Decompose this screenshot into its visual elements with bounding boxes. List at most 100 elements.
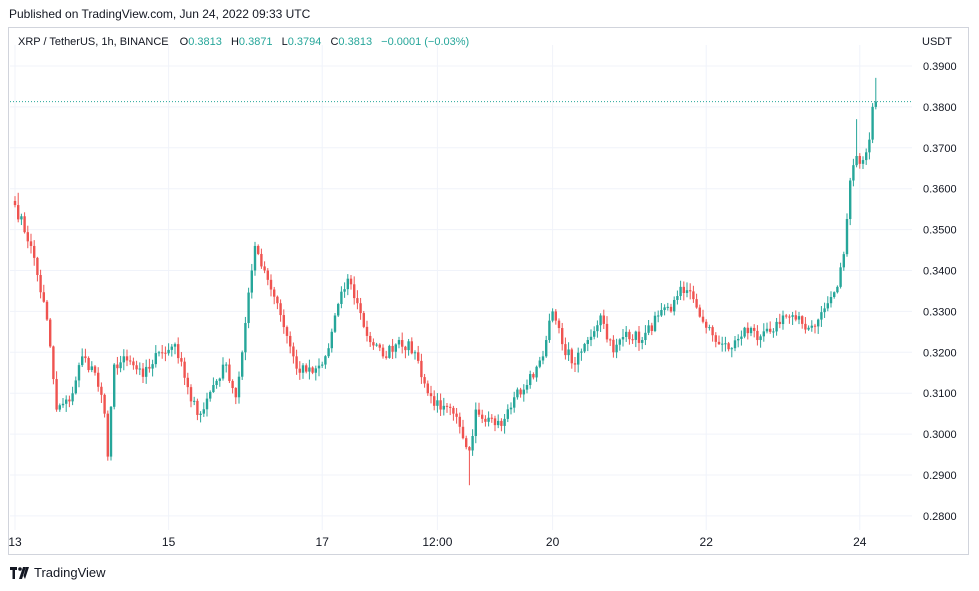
candle-body xyxy=(397,340,401,345)
footer-brand[interactable]: TradingView xyxy=(10,565,106,580)
candle-up xyxy=(154,345,157,368)
candle-body xyxy=(330,331,333,349)
candle-up xyxy=(394,343,397,359)
candle-up xyxy=(317,358,321,377)
candle-body xyxy=(375,344,378,346)
candle-body xyxy=(401,340,404,347)
candle-down xyxy=(420,353,423,384)
candle-up xyxy=(138,362,141,376)
candle-body xyxy=(519,389,522,395)
candle-up xyxy=(375,342,378,347)
candle-body xyxy=(689,290,692,292)
candle-up xyxy=(221,357,225,381)
candle-up xyxy=(497,414,500,429)
candle-body xyxy=(122,356,125,363)
candle-down xyxy=(417,345,420,364)
candle-up xyxy=(765,322,769,334)
candle-up xyxy=(740,330,743,346)
candle-body xyxy=(855,155,858,166)
candle-down xyxy=(756,325,759,346)
candle-body xyxy=(609,339,612,341)
candle-body xyxy=(458,416,461,427)
candle-body xyxy=(839,267,842,287)
candle-body xyxy=(797,316,801,320)
candle-body xyxy=(596,325,599,332)
candle-up xyxy=(58,403,61,412)
candle-up xyxy=(807,325,810,331)
candle-up xyxy=(842,251,845,271)
candle-body xyxy=(151,364,154,369)
candle-body xyxy=(801,316,804,324)
candle-down xyxy=(228,358,231,384)
candle-up xyxy=(721,336,724,352)
candle-body xyxy=(477,409,481,415)
candle-up xyxy=(596,320,599,338)
low-value: 0.3794 xyxy=(287,36,322,48)
symbol-name[interactable]: XRP / TetherUS, 1h, BINANCE xyxy=(18,36,169,48)
candle-down xyxy=(29,233,33,254)
candle-up xyxy=(775,317,778,336)
candle-body xyxy=(621,336,625,340)
candle-body xyxy=(759,336,762,341)
candle-up xyxy=(77,362,81,388)
candle-body xyxy=(13,200,17,206)
candle-body xyxy=(20,216,23,220)
candle-down xyxy=(292,342,295,364)
candle-body xyxy=(583,343,586,352)
candle-body xyxy=(541,356,545,361)
open-value: 0.3813 xyxy=(188,36,222,48)
candle-up xyxy=(772,328,775,338)
candle-down xyxy=(33,240,36,266)
x-tick-label: 13 xyxy=(8,535,22,549)
candle-body xyxy=(381,347,385,357)
candle-body xyxy=(301,365,305,373)
tradingview-logo-icon xyxy=(10,566,29,579)
candle-up xyxy=(487,411,490,427)
candle-body xyxy=(129,360,132,362)
candle-body xyxy=(429,393,433,397)
candle-up xyxy=(74,376,77,395)
candle-up xyxy=(170,344,173,357)
candle-down xyxy=(372,338,375,350)
candle-up xyxy=(212,377,215,393)
candle-body xyxy=(647,325,650,333)
candle-body xyxy=(593,331,596,337)
candle-up xyxy=(599,313,602,332)
candle-body xyxy=(269,279,273,290)
candle-down xyxy=(273,286,276,305)
y-tick-label: 0.3800 xyxy=(923,102,957,114)
candle-body xyxy=(410,341,413,354)
candle-body xyxy=(394,344,397,352)
candle-down xyxy=(356,290,359,310)
candle-up xyxy=(61,398,65,408)
y-tick-label: 0.3300 xyxy=(923,306,957,318)
candle-down xyxy=(477,402,481,418)
brand-name: TradingView xyxy=(34,565,106,580)
candle-body xyxy=(116,364,119,369)
candle-body xyxy=(17,205,20,220)
candle-down xyxy=(602,309,605,330)
candle-up xyxy=(253,241,257,276)
candle-body xyxy=(327,348,330,357)
candle-body xyxy=(871,106,874,140)
candle-body xyxy=(97,372,100,387)
candle-up xyxy=(641,336,644,350)
candle-down xyxy=(650,322,653,336)
candle-body xyxy=(388,345,391,358)
candle-body xyxy=(346,278,349,290)
candle-up xyxy=(708,324,711,331)
candle-down xyxy=(458,412,461,434)
candle-up xyxy=(324,355,327,369)
candle-up xyxy=(791,311,794,325)
candle-up xyxy=(634,330,637,348)
candle-body xyxy=(413,352,417,354)
candle-up xyxy=(241,350,244,380)
candle-body xyxy=(119,362,122,369)
candle-body xyxy=(817,319,820,327)
candle-body xyxy=(804,323,807,330)
candle-body xyxy=(157,352,161,354)
candle-body xyxy=(71,393,74,402)
candle-body xyxy=(42,292,45,302)
